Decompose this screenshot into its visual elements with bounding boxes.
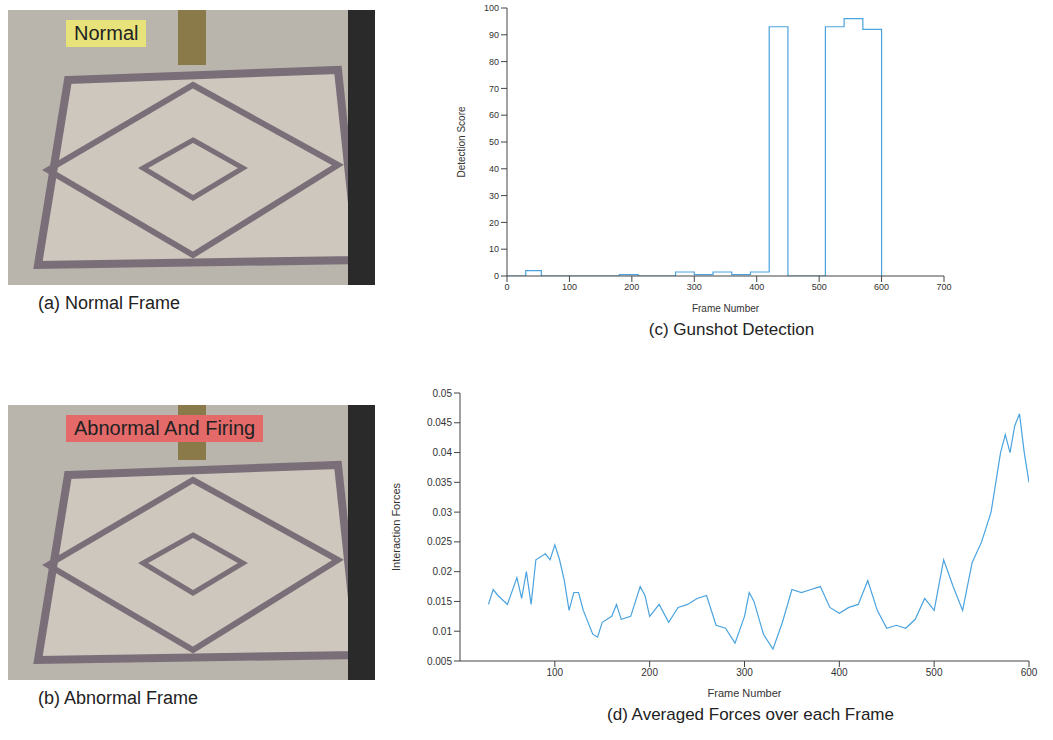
svg-text:20: 20: [489, 218, 499, 228]
svg-text:0.025: 0.025: [427, 536, 452, 547]
svg-text:700: 700: [936, 282, 951, 292]
svg-text:0.04: 0.04: [433, 447, 453, 458]
svg-text:400: 400: [831, 667, 848, 678]
svg-text:500: 500: [812, 282, 827, 292]
svg-text:0: 0: [504, 282, 509, 292]
svg-text:100: 100: [484, 3, 499, 13]
svg-text:300: 300: [687, 282, 702, 292]
svg-text:0.015: 0.015: [427, 596, 452, 607]
svg-text:60: 60: [489, 110, 499, 120]
svg-text:10: 10: [489, 244, 499, 254]
svg-text:Frame Number: Frame Number: [692, 303, 760, 314]
svg-text:Detection Score: Detection Score: [456, 106, 467, 178]
svg-text:80: 80: [489, 57, 499, 67]
svg-text:100: 100: [546, 667, 563, 678]
svg-text:100: 100: [562, 282, 577, 292]
svg-text:500: 500: [926, 667, 943, 678]
html-text:(d) Averaged Forces over each: (d) Averaged Forces over each Frame: [607, 705, 894, 724]
html-text:Normal: Normal: [74, 22, 139, 44]
svg-text:40: 40: [489, 164, 499, 174]
html-text:Abnormal And Firing: Abnormal And Firing: [74, 417, 256, 439]
svg-text:0.02: 0.02: [433, 566, 453, 577]
svg-text:0.005: 0.005: [427, 656, 452, 667]
html-text:(b) Abnormal Frame: (b) Abnormal Frame: [38, 688, 199, 708]
html-text:(a) Normal Frame: (a) Normal Frame: [38, 293, 180, 313]
svg-text:0.03: 0.03: [433, 507, 453, 518]
svg-text:200: 200: [641, 667, 658, 678]
svg-text:400: 400: [749, 282, 764, 292]
svg-text:0.05: 0.05: [433, 388, 453, 399]
svg-text:Frame Number: Frame Number: [708, 687, 782, 699]
svg-text:0: 0: [494, 271, 499, 281]
svg-text:0.01: 0.01: [433, 626, 453, 637]
svg-text:50: 50: [489, 137, 499, 147]
svg-text:30: 30: [489, 191, 499, 201]
html-text:(c) Gunshot Detection: (c) Gunshot Detection: [648, 320, 815, 339]
svg-text:0.035: 0.035: [427, 477, 452, 488]
svg-text:90: 90: [489, 30, 499, 40]
svg-text:600: 600: [1021, 667, 1038, 678]
svg-text:0.045: 0.045: [427, 417, 452, 428]
svg-text:Interaction Forces: Interaction Forces: [390, 482, 402, 571]
svg-text:70: 70: [489, 84, 499, 94]
svg-text:200: 200: [624, 282, 639, 292]
svg-text:600: 600: [874, 282, 889, 292]
svg-text:300: 300: [736, 667, 753, 678]
